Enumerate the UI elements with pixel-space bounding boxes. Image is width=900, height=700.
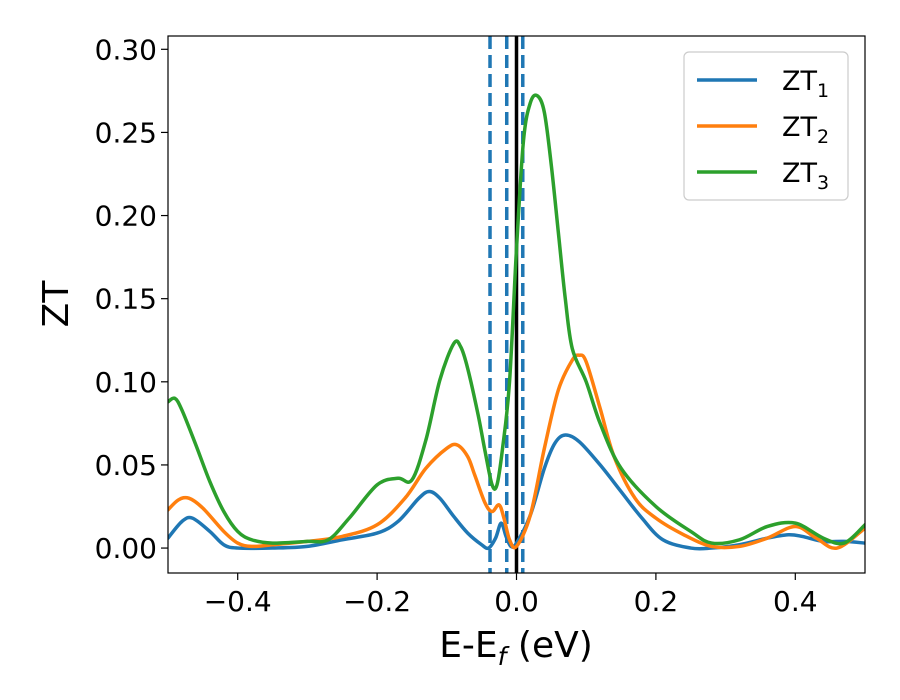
y-tick-label: 0.10	[95, 366, 157, 399]
legend-label: ZT1	[782, 66, 829, 102]
x-tick-label: 0.2	[634, 585, 679, 618]
x-tick-label: 0.4	[773, 585, 818, 618]
x-axis-label: E-Ef (eV)	[439, 625, 593, 671]
y-axis-label: ZT	[36, 280, 77, 328]
y-tick-label: 0.30	[95, 33, 157, 66]
x-tick-label: −0.4	[204, 585, 272, 618]
x-axis-label-main: E-E	[439, 625, 497, 666]
legend-items: ZT1 ZT2 ZT3	[697, 66, 829, 194]
y-tick-label: 0.25	[95, 116, 157, 149]
legend-label: ZT2	[782, 112, 829, 148]
series-lines	[168, 93, 865, 551]
y-tick-label: 0.00	[95, 532, 157, 565]
x-tick-label: 0.0	[494, 585, 539, 618]
x-axis-label-tail: (eV)	[506, 625, 592, 666]
x-axis: −0.4 −0.2 0.0 0.2 0.4	[204, 573, 818, 618]
legend-box	[683, 51, 849, 201]
y-tick-label: 0.20	[95, 200, 157, 233]
series-line-zt2	[168, 353, 865, 551]
legend: ZT1 ZT2 ZT3	[683, 51, 849, 201]
series-line-zt3	[168, 93, 865, 546]
y-axis: 0.00 0.05 0.10 0.15 0.20 0.25 0.30	[95, 33, 168, 565]
x-tick-label: −0.2	[343, 585, 411, 618]
legend-label: ZT3	[782, 158, 829, 194]
y-tick-label: 0.15	[95, 283, 157, 316]
y-tick-label: 0.05	[95, 449, 157, 482]
